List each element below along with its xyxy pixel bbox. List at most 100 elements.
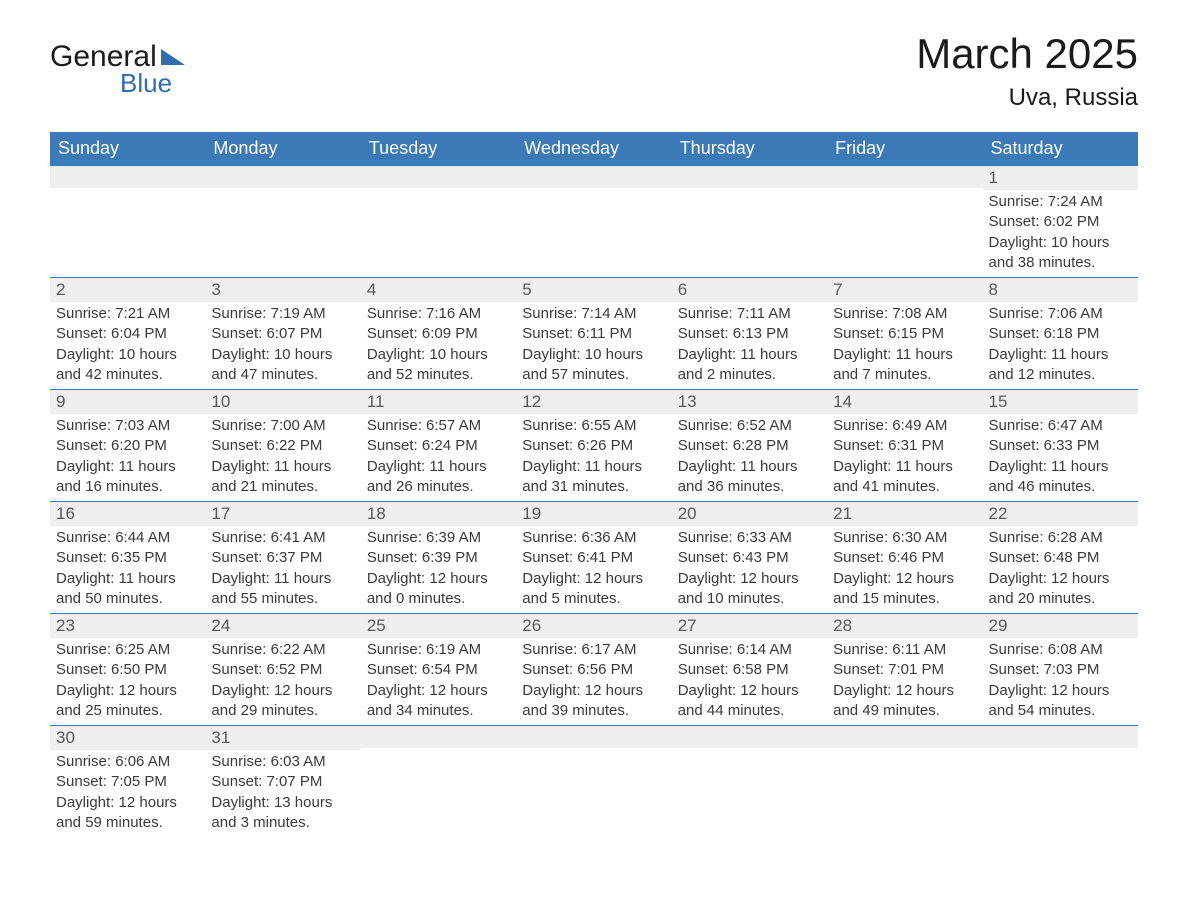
daylight: Daylight: 10 hours and 38 minutes. [989,233,1132,274]
day-number: 31 [205,726,360,750]
sunrise: Sunrise: 7:06 AM [989,304,1132,324]
daylight: Daylight: 11 hours and 55 minutes. [211,569,354,610]
calendar-cell: 1Sunrise: 7:24 AMSunset: 6:02 PMDaylight… [983,166,1138,278]
calendar-cell: 16Sunrise: 6:44 AMSunset: 6:35 PMDayligh… [50,502,205,614]
day-number [516,166,671,188]
dow-wednesday: Wednesday [516,132,671,166]
week-row: 23Sunrise: 6:25 AMSunset: 6:50 PMDayligh… [50,614,1138,726]
calendar-cell: 9Sunrise: 7:03 AMSunset: 6:20 PMDaylight… [50,390,205,502]
header: General Blue March 2025 Uva, Russia [50,30,1138,112]
day-number: 7 [827,278,982,302]
calendar-cell: 28Sunrise: 6:11 AMSunset: 7:01 PMDayligh… [827,614,982,726]
day-number: 13 [672,390,827,414]
month-title: March 2025 [916,30,1138,78]
title-block: March 2025 Uva, Russia [916,30,1138,112]
logo: General Blue [50,40,185,99]
dow-sunday: Sunday [50,132,205,166]
sunrise: Sunrise: 7:19 AM [211,304,354,324]
calendar-cell: 21Sunrise: 6:30 AMSunset: 6:46 PMDayligh… [827,502,982,614]
calendar-cell: 24Sunrise: 6:22 AMSunset: 6:52 PMDayligh… [205,614,360,726]
sunrise: Sunrise: 6:19 AM [367,640,510,660]
week-row: 16Sunrise: 6:44 AMSunset: 6:35 PMDayligh… [50,502,1138,614]
daylight: Daylight: 12 hours and 0 minutes. [367,569,510,610]
day-details: Sunrise: 6:03 AMSunset: 7:07 PMDaylight:… [205,750,360,837]
calendar-cell: 8Sunrise: 7:06 AMSunset: 6:18 PMDaylight… [983,278,1138,390]
dow-monday: Monday [205,132,360,166]
sunrise: Sunrise: 6:28 AM [989,528,1132,548]
day-number: 16 [50,502,205,526]
sunset: Sunset: 6:31 PM [833,436,976,456]
day-details: Sunrise: 6:28 AMSunset: 6:48 PMDaylight:… [983,526,1138,613]
daylight: Daylight: 12 hours and 34 minutes. [367,681,510,722]
calendar-cell [205,166,360,278]
day-number: 24 [205,614,360,638]
calendar-cell [361,726,516,838]
day-details: Sunrise: 6:39 AMSunset: 6:39 PMDaylight:… [361,526,516,613]
calendar-cell: 13Sunrise: 6:52 AMSunset: 6:28 PMDayligh… [672,390,827,502]
day-number: 6 [672,278,827,302]
calendar-cell: 2Sunrise: 7:21 AMSunset: 6:04 PMDaylight… [50,278,205,390]
daylight: Daylight: 11 hours and 50 minutes. [56,569,199,610]
sunset: Sunset: 7:01 PM [833,660,976,680]
logo-triangle-icon [161,49,185,65]
day-details: Sunrise: 6:14 AMSunset: 6:58 PMDaylight:… [672,638,827,725]
daylight: Daylight: 12 hours and 20 minutes. [989,569,1132,610]
day-number: 4 [361,278,516,302]
dow-thursday: Thursday [672,132,827,166]
day-number: 18 [361,502,516,526]
calendar-cell [672,166,827,278]
sunrise: Sunrise: 7:11 AM [678,304,821,324]
sunset: Sunset: 6:15 PM [833,324,976,344]
sunrise: Sunrise: 6:11 AM [833,640,976,660]
sunrise: Sunrise: 6:33 AM [678,528,821,548]
sunset: Sunset: 6:07 PM [211,324,354,344]
calendar-cell: 12Sunrise: 6:55 AMSunset: 6:26 PMDayligh… [516,390,671,502]
day-details [827,748,982,824]
day-number: 1 [983,166,1138,190]
sunrise: Sunrise: 7:24 AM [989,192,1132,212]
day-number: 17 [205,502,360,526]
sunset: Sunset: 6:11 PM [522,324,665,344]
calendar-table: SundayMondayTuesdayWednesdayThursdayFrid… [50,132,1138,837]
daylight: Daylight: 11 hours and 46 minutes. [989,457,1132,498]
day-details: Sunrise: 6:33 AMSunset: 6:43 PMDaylight:… [672,526,827,613]
calendar-cell: 30Sunrise: 6:06 AMSunset: 7:05 PMDayligh… [50,726,205,838]
daylight: Daylight: 12 hours and 44 minutes. [678,681,821,722]
day-details [205,188,360,264]
day-number: 28 [827,614,982,638]
sunset: Sunset: 6:52 PM [211,660,354,680]
day-details [516,188,671,264]
sunset: Sunset: 6:02 PM [989,212,1132,232]
sunrise: Sunrise: 6:14 AM [678,640,821,660]
daylight: Daylight: 12 hours and 15 minutes. [833,569,976,610]
sunset: Sunset: 6:48 PM [989,548,1132,568]
calendar-cell: 26Sunrise: 6:17 AMSunset: 6:56 PMDayligh… [516,614,671,726]
day-details [672,748,827,824]
day-details [361,188,516,264]
day-details: Sunrise: 6:49 AMSunset: 6:31 PMDaylight:… [827,414,982,501]
sunrise: Sunrise: 6:36 AM [522,528,665,548]
day-number [672,166,827,188]
day-details [827,188,982,264]
day-details: Sunrise: 6:36 AMSunset: 6:41 PMDaylight:… [516,526,671,613]
sunrise: Sunrise: 6:47 AM [989,416,1132,436]
day-number [361,726,516,748]
week-row: 9Sunrise: 7:03 AMSunset: 6:20 PMDaylight… [50,390,1138,502]
calendar-cell [361,166,516,278]
sunrise: Sunrise: 6:44 AM [56,528,199,548]
sunset: Sunset: 6:28 PM [678,436,821,456]
daylight: Daylight: 12 hours and 59 minutes. [56,793,199,834]
daylight: Daylight: 11 hours and 7 minutes. [833,345,976,386]
daylight: Daylight: 12 hours and 49 minutes. [833,681,976,722]
day-number [672,726,827,748]
day-details [672,188,827,264]
calendar-cell: 19Sunrise: 6:36 AMSunset: 6:41 PMDayligh… [516,502,671,614]
calendar-cell: 17Sunrise: 6:41 AMSunset: 6:37 PMDayligh… [205,502,360,614]
daylight: Daylight: 10 hours and 57 minutes. [522,345,665,386]
day-details: Sunrise: 6:25 AMSunset: 6:50 PMDaylight:… [50,638,205,725]
calendar-cell: 23Sunrise: 6:25 AMSunset: 6:50 PMDayligh… [50,614,205,726]
sunset: Sunset: 6:22 PM [211,436,354,456]
day-number: 3 [205,278,360,302]
sunrise: Sunrise: 6:41 AM [211,528,354,548]
daylight: Daylight: 11 hours and 2 minutes. [678,345,821,386]
